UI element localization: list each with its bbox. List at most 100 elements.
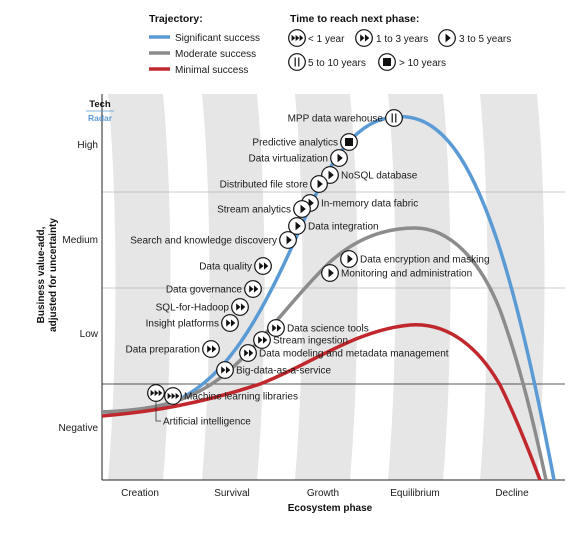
phase-label-creation: Creation	[121, 488, 159, 499]
tech-item: Machine learning libraries	[164, 387, 298, 405]
tech-item: Distributed file store	[220, 175, 328, 193]
minimal-success-curve	[102, 323, 542, 480]
tech-item: Data encryption and masking	[340, 250, 490, 268]
tech-marker-1to3	[216, 361, 234, 379]
tech-item: Data virtualization	[249, 149, 348, 167]
tech-item: SQL-for-Hadoop	[156, 298, 249, 316]
time-legend-3to5: 3 to 5 years	[438, 29, 511, 47]
tech-item: Data science tools	[267, 319, 369, 337]
legend-icon-1to3	[355, 29, 373, 47]
x-axis-title: Ecosystem phase	[288, 503, 373, 514]
tech-label: Insight platforms	[146, 319, 219, 330]
tech-label: Stream ingestion	[273, 336, 348, 347]
tech-item: Search and knowledge discovery	[130, 231, 297, 249]
phase-band-equilibrium	[388, 94, 451, 480]
phase-label-equilibrium: Equilibrium	[390, 488, 439, 499]
tech-marker-1to3	[239, 344, 257, 362]
tech-marker-1to3	[231, 298, 249, 316]
technology-markers: MPP data warehouse Predictive analytics Da…	[126, 109, 490, 428]
trajectory-legend-significant: Significant success	[149, 33, 260, 44]
tech-marker-1to3	[202, 340, 220, 358]
trajectory-legend-title: Trajectory:	[149, 13, 203, 25]
tech-label: Artificial intelligence	[163, 417, 251, 428]
tech-marker-1to3	[221, 314, 239, 332]
legend-icon-3to5	[438, 29, 456, 47]
phase-label-survival: Survival	[214, 488, 250, 499]
tech-marker-3to5	[293, 200, 311, 218]
significant-label: Significant success	[175, 33, 260, 44]
tech-label: Data integration	[308, 222, 379, 233]
tech-item: Stream analytics	[217, 200, 311, 218]
tech-label: SQL-for-Hadoop	[156, 303, 230, 314]
tech-marker-3to5	[310, 175, 328, 193]
time-label-5to10: 5 to 10 years	[308, 58, 366, 69]
time-label-gt10: > 10 years	[399, 58, 446, 69]
tech-label: Data quality	[199, 262, 252, 273]
y-axis: Business value-add, adjusted for uncerta…	[36, 140, 99, 434]
tech-label: Data science tools	[287, 324, 369, 335]
tech-marker-3to5	[279, 231, 297, 249]
tech-item: Big-data-as-a-service	[216, 361, 331, 379]
phase-label-growth: Growth	[307, 488, 339, 499]
phase-band-creation	[108, 94, 171, 480]
tech-marker-3to5	[288, 217, 306, 235]
tech-label: Data modeling and metadata management	[259, 349, 449, 360]
phase-band-growth	[295, 94, 358, 480]
tech-label: Distributed file store	[220, 180, 309, 191]
tech-marker-3to5	[340, 250, 358, 268]
y-axis-title-line1: Business value-add,	[36, 226, 47, 323]
tech-label: NoSQL database	[341, 171, 418, 182]
tech-item: Data quality	[199, 257, 272, 275]
tech-marker-5to10	[385, 109, 403, 127]
time-legend-title: Time to reach next phase:	[290, 13, 419, 25]
tech-item: Data preparation	[126, 340, 220, 358]
tech-marker-3to5	[321, 264, 339, 282]
tech-label: Data virtualization	[249, 154, 328, 165]
level-label-high: High	[77, 140, 98, 151]
tech-label: In-memory data fabric	[321, 199, 418, 210]
tech-item: Monitoring and administration	[321, 264, 472, 282]
time-legend: Time to reach next phase: < 1 year 1 to …	[288, 13, 511, 71]
legend-icon-5to10	[288, 53, 306, 71]
logo-line2: Radar	[88, 113, 113, 123]
time-label-3to5: 3 to 5 years	[459, 34, 511, 45]
y-axis-title-line2: adjusted for uncertainty	[48, 218, 59, 332]
tech-item: Stream ingestion	[253, 331, 348, 349]
legend-icon-lt1	[288, 29, 306, 47]
tech-label: Search and knowledge discovery	[130, 236, 277, 247]
logo-line1: Tech	[89, 99, 111, 110]
tech-item: Insight platforms	[146, 314, 239, 332]
time-label-1to3: 1 to 3 years	[376, 34, 428, 45]
tech-label: Stream analytics	[217, 205, 291, 216]
tech-item: Artificial intelligence	[147, 384, 251, 428]
x-axis: Creation Survival Growth Equilibrium Dec…	[121, 488, 529, 514]
tech-label: Monitoring and administration	[341, 269, 472, 280]
moderate-success-curve	[102, 226, 548, 480]
tech-item: Data integration	[288, 217, 379, 235]
tech-label: MPP data warehouse	[288, 114, 384, 125]
phase-bands	[108, 94, 545, 480]
tech-radar-logo: Tech Radar	[86, 99, 114, 123]
tech-marker-gt10	[340, 133, 358, 151]
time-legend-gt10: > 10 years	[378, 53, 446, 71]
trajectory-legend-moderate: Moderate success	[149, 49, 256, 60]
level-dividers	[102, 191, 565, 385]
tech-item: Predictive analytics	[252, 133, 358, 151]
tech-label: Data encryption and masking	[360, 255, 490, 266]
tech-marker-lt1	[164, 387, 182, 405]
tech-item: MPP data warehouse	[288, 109, 403, 127]
time-legend-lt1: < 1 year	[288, 29, 345, 47]
legend-icon-gt10	[378, 53, 396, 71]
level-label-low: Low	[80, 329, 99, 340]
tech-item: Data governance	[166, 280, 262, 298]
level-label-medium: Medium	[62, 235, 98, 246]
tech-item: Data modeling and metadata management	[239, 344, 449, 362]
trajectory-legend-minimal: Minimal success	[149, 65, 248, 76]
tech-label: Predictive analytics	[252, 138, 338, 149]
time-legend-1to3: 1 to 3 years	[355, 29, 428, 47]
phase-label-decline: Decline	[495, 488, 529, 499]
tech-marker-lt1	[147, 384, 165, 402]
tech-marker-1to3	[253, 331, 271, 349]
time-legend-5to10: 5 to 10 years	[288, 53, 366, 71]
